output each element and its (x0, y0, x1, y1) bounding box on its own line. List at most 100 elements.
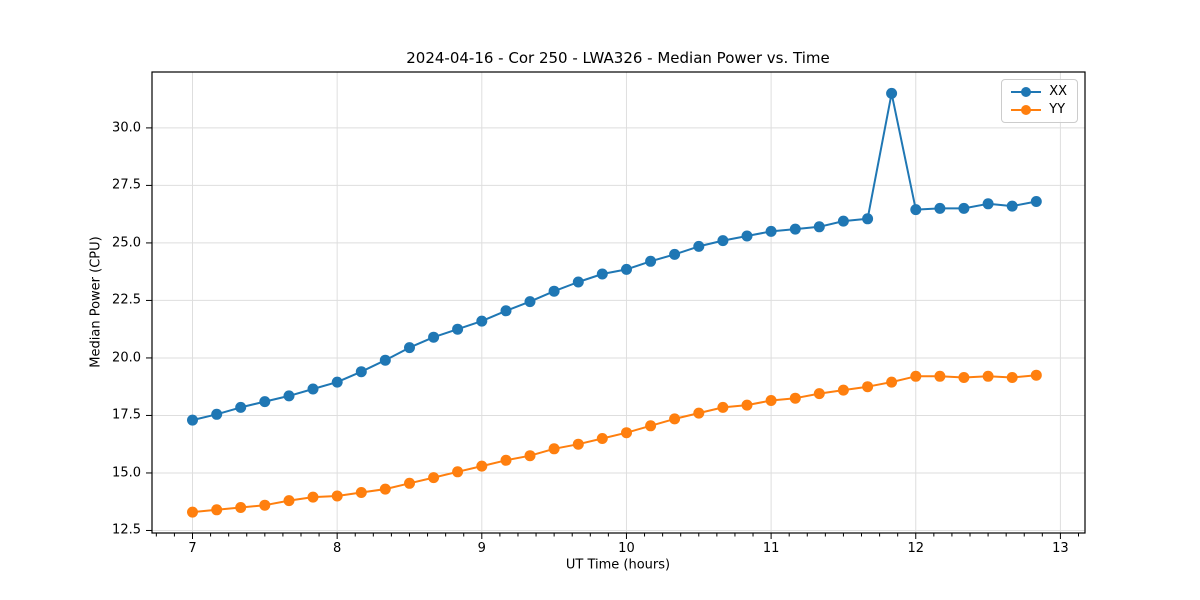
data-point-yy (211, 504, 223, 516)
data-point-yy (958, 372, 970, 383)
axis-ticks (146, 127, 1079, 539)
data-point-xx (596, 268, 608, 280)
data-point-xx (476, 315, 488, 327)
data-point-yy (621, 427, 632, 439)
data-point-xx (910, 204, 922, 216)
data-point-xx (958, 202, 970, 214)
data-point-yy (500, 454, 512, 466)
x-tick-label: 8 (333, 541, 342, 556)
data-point-yy (355, 487, 367, 498)
data-point-yy (693, 407, 705, 419)
data-point-xx (355, 366, 367, 378)
data-point-yy (476, 460, 488, 472)
data-point-xx (500, 305, 512, 317)
data-point-xx (548, 285, 560, 297)
data-point-yy (982, 370, 994, 382)
data-point-xx (789, 223, 801, 235)
data-point-yy (428, 472, 440, 484)
y-tick-label: 17.5 (112, 407, 141, 423)
series-xx (187, 87, 1042, 426)
data-point-yy (741, 399, 753, 411)
x-tick-label: 7 (188, 541, 197, 556)
data-point-yy (596, 433, 608, 444)
x-tick-label: 9 (477, 541, 486, 556)
data-point-yy (886, 376, 898, 388)
y-tick-label: 12.5 (112, 522, 141, 538)
data-point-xx (404, 342, 415, 354)
data-point-xx (307, 383, 319, 395)
data-point-yy (452, 466, 464, 478)
data-point-xx (765, 225, 777, 237)
data-point-yy (259, 499, 271, 511)
data-point-yy (645, 420, 657, 432)
x-tick-label: 13 (1052, 541, 1069, 556)
y-tick-label: 22.5 (112, 292, 141, 308)
data-point-yy (837, 384, 849, 396)
data-point-xx (693, 240, 705, 252)
data-point-xx (982, 198, 994, 210)
y-tick-label: 15.0 (112, 465, 141, 481)
data-point-xx (621, 263, 632, 275)
data-point-xx (428, 331, 440, 343)
data-point-yy (765, 395, 777, 406)
data-point-xx (813, 221, 825, 233)
data-point-yy (235, 502, 247, 513)
data-point-yy (524, 450, 536, 462)
x-tick-label: 12 (907, 541, 925, 556)
data-point-xx (331, 376, 343, 388)
legend-item-yy: YY (1011, 103, 1067, 117)
series-yy (187, 369, 1042, 518)
data-point-xx (669, 248, 681, 260)
data-point-xx (1030, 196, 1042, 207)
data-point-yy (187, 506, 198, 518)
legend-marker-xx-icon (1011, 86, 1042, 98)
data-point-xx (235, 401, 247, 413)
gridlines (152, 72, 1085, 533)
data-point-xx (862, 213, 874, 225)
y-tick-label: 27.5 (112, 177, 141, 193)
y-tick-label: 20.0 (112, 350, 141, 366)
data-point-yy (404, 477, 415, 489)
data-point-xx (283, 390, 295, 402)
data-point-xx (572, 276, 584, 288)
data-point-xx (452, 323, 464, 335)
data-point-yy (1006, 372, 1018, 383)
y-tick-label: 25.0 (112, 235, 141, 251)
data-point-xx (837, 215, 849, 227)
x-tick-label: 11 (762, 541, 780, 556)
legend-label-xx: XX (1049, 84, 1067, 99)
data-point-yy (813, 388, 825, 400)
data-point-yy (307, 491, 319, 503)
data-point-xx (886, 87, 898, 99)
x-axis-label: UT Time (hours) (565, 557, 671, 573)
legend: XX YY (1001, 79, 1078, 123)
data-point-xx (187, 414, 198, 426)
data-point-yy (283, 495, 295, 507)
legend-item-xx: XX (1011, 85, 1067, 99)
data-point-xx (259, 396, 271, 408)
data-point-yy (379, 483, 391, 495)
data-point-yy (572, 438, 584, 450)
data-point-xx (524, 296, 536, 308)
data-point-yy (910, 370, 922, 382)
data-point-xx (741, 230, 753, 242)
data-point-yy (331, 490, 343, 502)
data-point-yy (934, 370, 946, 382)
plot-border (151, 71, 1086, 534)
data-point-yy (862, 381, 874, 393)
chart-title: 2024-04-16 - Cor 250 - LWA326 - Median P… (406, 49, 830, 67)
data-point-yy (669, 413, 681, 425)
legend-marker-yy-icon (1011, 104, 1042, 116)
data-point-xx (717, 235, 729, 247)
data-point-xx (645, 255, 657, 267)
y-axis-label: Median Power (CPU) (88, 236, 104, 368)
data-point-xx (934, 202, 946, 214)
data-point-yy (1030, 369, 1042, 381)
y-tick-label: 30.0 (112, 120, 141, 136)
legend-label-yy: YY (1049, 102, 1066, 117)
data-point-yy (789, 392, 801, 404)
x-tick-label: 10 (618, 541, 635, 556)
data-point-xx (211, 408, 223, 420)
